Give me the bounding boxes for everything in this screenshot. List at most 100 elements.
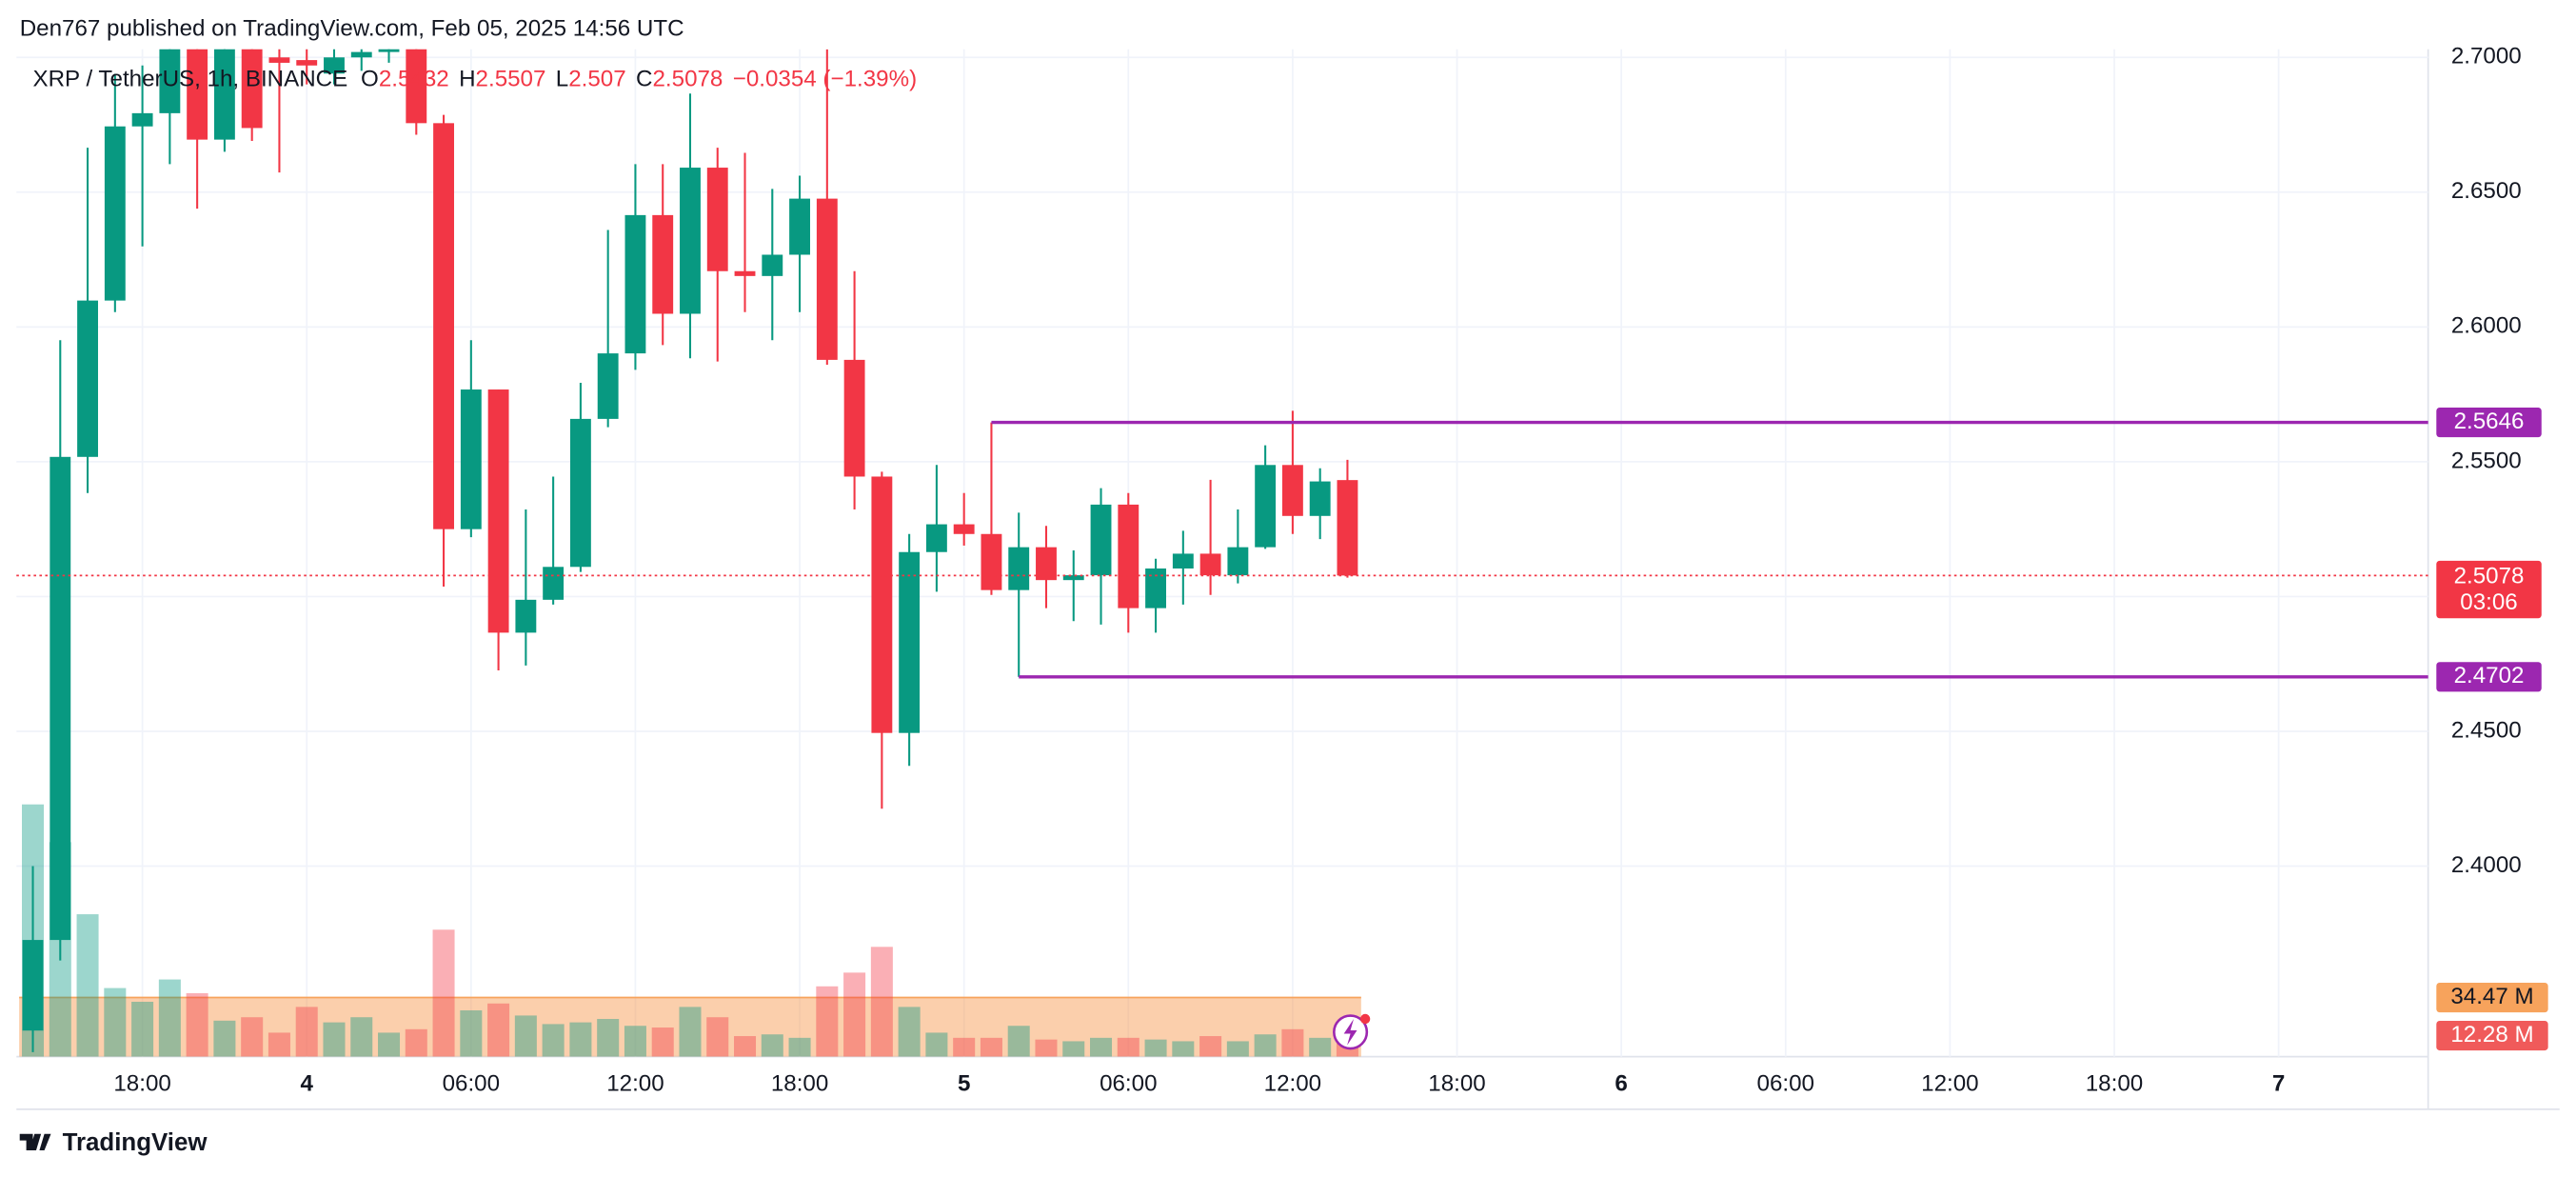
x-tick-label: 18:00	[1428, 1070, 1485, 1096]
volume-bar	[734, 1036, 757, 1057]
candle-body	[706, 168, 728, 271]
candle-body	[1255, 465, 1277, 548]
candle-body	[460, 389, 482, 529]
volume-bar	[158, 979, 181, 1057]
status-icon	[1333, 1013, 1371, 1050]
volume-bar	[1226, 1041, 1249, 1057]
candle-body	[324, 57, 345, 74]
volume-bar	[651, 1027, 674, 1057]
plot-area	[19, 49, 1361, 1057]
candle-body	[50, 456, 71, 941]
legend: XRP / TetherUS, 1h, BINANCE O2.5432 H2.550…	[33, 67, 918, 92]
volume-bar	[268, 1032, 290, 1057]
legend-prefix: C	[636, 67, 652, 92]
volume-bar	[542, 1024, 565, 1057]
candle-body	[816, 198, 838, 360]
volume-bar	[953, 1037, 976, 1057]
candle-body	[843, 359, 865, 477]
volume-bar	[597, 1019, 620, 1057]
candle-body	[1337, 480, 1358, 576]
candle-body	[187, 49, 208, 140]
x-tick-label: 5	[958, 1070, 970, 1096]
price-tag-label: 2.4702	[2454, 663, 2525, 688]
current-price-label: 2.5078	[2454, 563, 2525, 588]
candle-body	[406, 49, 427, 124]
y-tick-label: 2.6000	[2451, 313, 2522, 339]
candle-body	[296, 60, 318, 66]
x-tick-label: 06:00	[443, 1070, 500, 1096]
candle-body	[871, 476, 893, 733]
volume-bar	[1172, 1041, 1195, 1057]
volume-bar	[679, 1007, 702, 1057]
candle-body	[1062, 575, 1084, 581]
x-tick-label: 18:00	[113, 1070, 170, 1096]
price-tag	[2436, 408, 2542, 438]
x-tick-label: 18:00	[771, 1070, 828, 1096]
volume-ma-tag	[2436, 983, 2548, 1013]
status-icon-bolt	[1343, 1018, 1357, 1046]
candle-body	[1199, 553, 1221, 576]
candle-body	[569, 418, 591, 568]
volume-tag	[2436, 1021, 2548, 1051]
volume-bar	[788, 1037, 811, 1057]
brand: TradingView	[63, 1129, 208, 1156]
legend-value: 2.5078	[652, 67, 723, 92]
volume-bar	[569, 1022, 592, 1057]
volume-ma-area	[19, 997, 1361, 1057]
volume-bar	[1035, 1039, 1058, 1057]
x-tick-label: 06:00	[1757, 1070, 1814, 1096]
status-icon-dot	[1359, 1013, 1371, 1025]
volume-bar	[816, 986, 839, 1057]
volume-bar	[1090, 1037, 1113, 1057]
candle-body	[789, 198, 810, 255]
candle-body	[350, 51, 372, 58]
volume-bar	[1117, 1037, 1139, 1057]
candle-body	[268, 57, 290, 63]
candle-body	[1090, 504, 1112, 576]
x-tick-label: 7	[2272, 1070, 2285, 1096]
candle-body	[953, 524, 975, 534]
volume-bar	[1007, 1026, 1030, 1057]
volume-bar	[1254, 1034, 1277, 1057]
y-tick-label: 2.4000	[2451, 852, 2522, 878]
volume-bar	[514, 1015, 537, 1057]
logo-mark	[19, 1133, 51, 1151]
x-tick-label: 06:00	[1100, 1070, 1157, 1096]
volume-bar	[870, 947, 893, 1057]
volume-bar	[76, 914, 99, 1057]
candle-body	[543, 567, 565, 600]
candle-body	[1227, 547, 1249, 576]
volume-bar	[1199, 1036, 1222, 1057]
volume-bar	[1144, 1039, 1167, 1057]
candle-body	[925, 524, 947, 552]
candle-body	[487, 389, 509, 633]
candle-body	[899, 551, 921, 733]
legend-symbol: XRP / TetherUS, 1h, BINANCE	[33, 67, 348, 92]
volume-bar	[104, 987, 127, 1057]
volume-bar	[350, 1017, 373, 1057]
volume-bar	[186, 992, 208, 1057]
y-tick-label: 2.7000	[2451, 44, 2522, 70]
x-tick-label: 18:00	[2086, 1070, 2143, 1096]
candle-body	[378, 49, 400, 52]
legend-value: 2.507	[568, 67, 625, 92]
candle-body	[159, 49, 181, 113]
volume-bar	[1062, 1041, 1085, 1057]
x-tick-label: 12:00	[606, 1070, 664, 1096]
candle-body	[22, 940, 44, 1031]
candle-body	[981, 533, 1002, 590]
volume-bar	[432, 929, 455, 1057]
volume-bar	[241, 1017, 264, 1057]
legend-change: −0.0354 (−1.39%)	[733, 67, 917, 92]
candle-body	[104, 126, 126, 301]
header: Den767 published on TradingView.com, Feb…	[20, 15, 684, 41]
candle-body	[433, 123, 454, 529]
legend-value: 2.5432	[379, 67, 449, 92]
volume-label: 12.28 M	[2450, 1022, 2533, 1047]
candle-body	[515, 599, 537, 633]
candle-body	[680, 168, 701, 314]
price-tag-label: 2.5646	[2454, 409, 2525, 434]
x-tick-label: 4	[300, 1070, 313, 1096]
